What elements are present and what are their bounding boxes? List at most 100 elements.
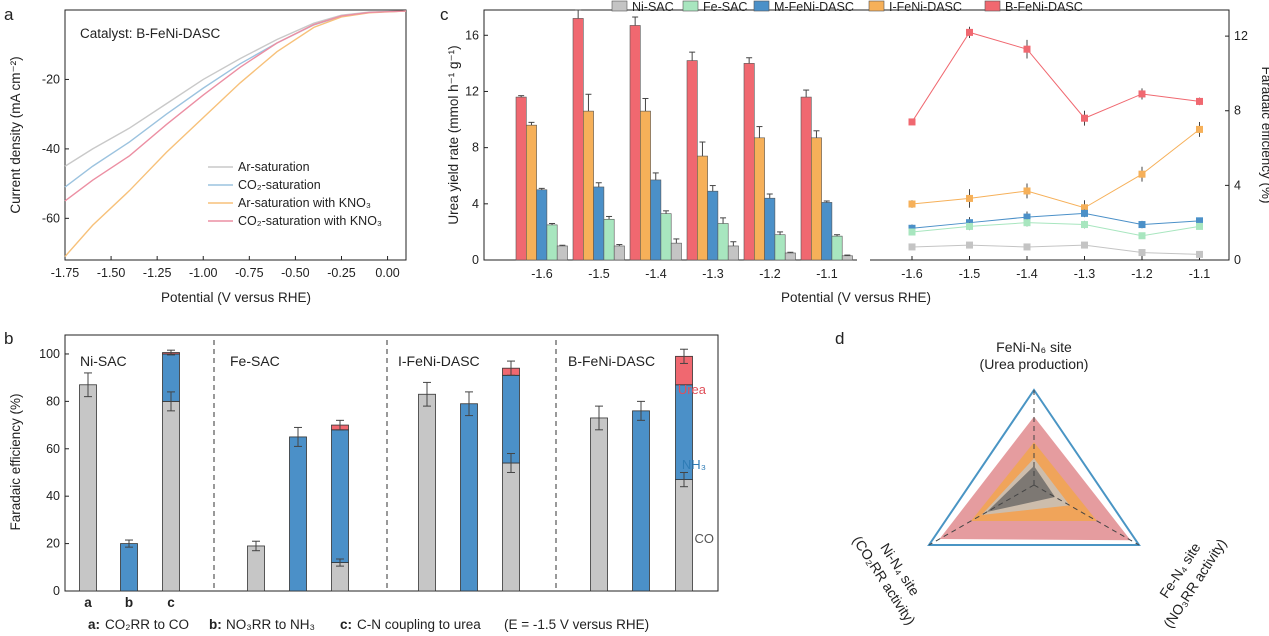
a-xtick-label: -1.50 xyxy=(97,266,126,280)
radar-outline xyxy=(927,388,1141,546)
a-legend-label: Ar-saturation with KNO₃ xyxy=(238,196,371,210)
c-xtick-fe-label: -1.6 xyxy=(901,267,923,281)
a-series-line xyxy=(64,10,407,257)
c-xtick-label: -1.4 xyxy=(645,267,667,281)
b-caption-key: c: xyxy=(340,617,352,632)
panel-c-xlabel: Potential (V versus RHE) xyxy=(781,290,931,305)
panel-c-legend: Ni-SAC Fe-SAC M-FeNi-DASC I-FeNi-DASC B-FeNi… xyxy=(611,0,1083,14)
c-ytick-left-label: 16 xyxy=(465,28,479,42)
c-legend-swatch xyxy=(984,0,1001,12)
c-fe-point xyxy=(966,28,973,36)
c-fe-point xyxy=(1023,219,1031,227)
c-bar xyxy=(572,18,584,261)
panel-c-bars xyxy=(515,9,853,261)
b-bar-nh3-segment xyxy=(289,436,307,592)
b-ytick-label: 60 xyxy=(46,442,60,456)
b-caption-text: NO₃RR to NH₃ xyxy=(226,617,315,632)
b-bar-co-segment xyxy=(162,400,180,592)
a-ytick-label: -40 xyxy=(42,142,60,156)
c-fe-point xyxy=(908,200,916,208)
panel-a-label: a xyxy=(4,5,14,24)
c-ytick-left-label: 4 xyxy=(472,197,479,211)
b-bar-nh3-segment xyxy=(632,410,650,592)
c-bar xyxy=(831,235,843,261)
c-bar xyxy=(660,213,672,261)
c-fe-point xyxy=(1196,217,1203,225)
panel-b-ylabel: Faradaic efficiency (%) xyxy=(8,393,23,530)
c-xtick-label: -1.6 xyxy=(531,267,553,281)
c-bar xyxy=(784,252,796,261)
c-fe-point xyxy=(1138,249,1146,257)
c-fe-point xyxy=(1081,241,1088,249)
c-fe-line xyxy=(911,212,1200,229)
c-bar xyxy=(639,110,651,261)
panel-b-groups: Ni-SAC Fe-SAC I-FeNi-DASC B-FeNi-DASC a b c xyxy=(80,340,655,610)
b-bar-co-segment xyxy=(331,562,349,592)
panel-a-frame xyxy=(64,9,407,261)
c-fe-point xyxy=(908,224,916,232)
c-fe-point xyxy=(1081,209,1088,217)
c-xtick-fe-label: -1.2 xyxy=(1131,267,1153,281)
panel-a-annotation: Catalyst: B-FeNi-DASC xyxy=(80,26,221,41)
a-ytick-label: -20 xyxy=(42,72,60,86)
c-bar xyxy=(696,155,708,261)
c-xtick-label: -1.5 xyxy=(588,267,610,281)
c-fe-point xyxy=(908,228,916,236)
b-bar-co-segment xyxy=(502,462,520,592)
c-fe-point xyxy=(908,243,916,251)
a-xtick-label: -0.25 xyxy=(327,266,356,280)
panel-d: d FeNi-N₆ site (Urea production) Ni-N₄ s… xyxy=(835,329,1230,631)
c-fe-point xyxy=(1138,221,1146,229)
c-legend-swatch xyxy=(611,0,628,12)
b-ytick-label: 100 xyxy=(39,347,60,361)
panel-c-fe-lines xyxy=(908,26,1203,258)
a-series-line xyxy=(64,10,407,202)
c-ytick-left-label: 8 xyxy=(472,141,479,155)
c-bar xyxy=(629,25,641,261)
b-bar-letter: b xyxy=(125,595,133,610)
b-bar-co-segment xyxy=(590,417,608,592)
c-fe-point xyxy=(1138,170,1146,178)
b-group-title: B-FeNi-DASC xyxy=(568,353,655,369)
c-fe-point xyxy=(1138,90,1146,98)
c-xtick-label: -1.2 xyxy=(759,267,781,281)
c-bar xyxy=(774,234,786,261)
radar-chart xyxy=(927,388,1141,546)
a-ytick-label: -60 xyxy=(42,211,60,225)
c-bar xyxy=(727,245,739,261)
a-xtick-label: -0.50 xyxy=(281,266,310,280)
c-fe-line xyxy=(911,222,1200,237)
a-legend-label: Ar-saturation xyxy=(238,160,310,174)
c-fe-point xyxy=(908,118,916,126)
b-ytick-label: 20 xyxy=(46,537,60,551)
c-bar xyxy=(800,96,812,261)
b-bar-nh3-segment xyxy=(460,403,478,592)
c-bar xyxy=(536,189,548,261)
panel-b-label: b xyxy=(4,329,13,348)
panel-d-label: d xyxy=(835,329,844,348)
b-caption-key: a: xyxy=(88,617,100,632)
c-bar xyxy=(821,202,833,261)
b-bar-nh3-segment xyxy=(331,429,349,563)
panel-a-lines xyxy=(64,10,407,257)
c-xtick-fe-label: -1.4 xyxy=(1016,267,1038,281)
panel-c-ticks: 0 4 8 12 16 0 4 8 12 -1.6 -1.5 -1.4 -1.3 -1.2 -1.1 -1.6… xyxy=(465,28,1248,281)
b-bar-letter: c xyxy=(167,595,175,610)
b-caption-text: CO₂RR to CO xyxy=(105,617,189,632)
c-xtick-label: -1.1 xyxy=(816,267,838,281)
c-ytick-left-label: 12 xyxy=(465,84,479,98)
c-ytick-right-label: 8 xyxy=(1234,104,1241,118)
nh3-stack-label: NH₃ xyxy=(682,457,706,472)
c-legend-label: I-FeNi-DASC xyxy=(889,0,962,14)
b-ytick-label: 80 xyxy=(46,394,60,408)
c-xtick-label: -1.3 xyxy=(702,267,724,281)
radar-axis xyxy=(928,484,1035,546)
a-xtick-label: 0.00 xyxy=(375,266,399,280)
c-fe-point xyxy=(1023,213,1031,221)
c-fe-point xyxy=(1196,97,1203,105)
c-legend-label: Fe-SAC xyxy=(703,0,747,14)
c-legend-swatch xyxy=(753,0,770,12)
c-legend-label: M-FeNi-DASC xyxy=(774,0,854,14)
c-bar xyxy=(841,255,853,261)
